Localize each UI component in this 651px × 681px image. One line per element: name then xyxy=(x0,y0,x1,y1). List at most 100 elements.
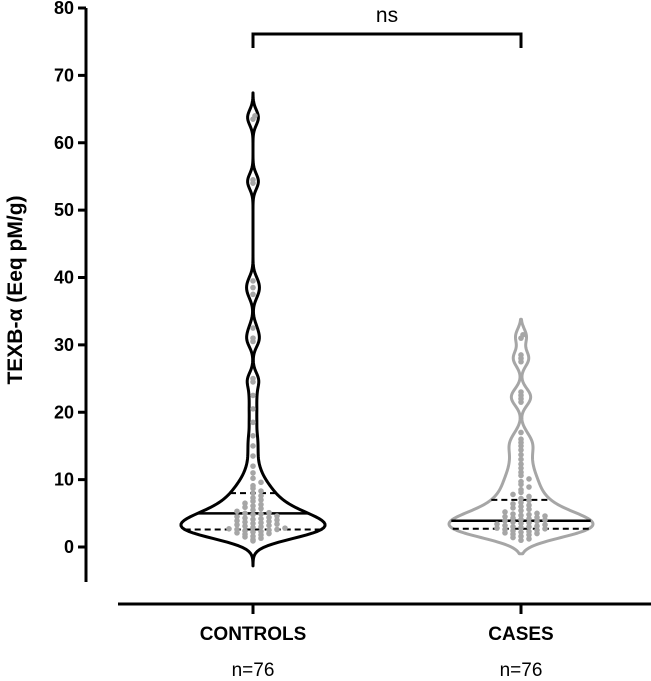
y-tick-label: 80 xyxy=(54,0,74,18)
data-point xyxy=(542,513,548,519)
data-point xyxy=(518,451,524,458)
data-point xyxy=(250,392,256,399)
data-point xyxy=(250,284,256,291)
data-point xyxy=(234,517,240,524)
data-point xyxy=(250,529,256,535)
data-point xyxy=(526,536,532,542)
data-point xyxy=(242,519,248,525)
data-point xyxy=(518,533,524,540)
data-point xyxy=(274,521,280,527)
data-point xyxy=(518,499,524,506)
data-point xyxy=(526,515,532,522)
data-point xyxy=(510,515,516,521)
data-point xyxy=(518,512,524,519)
data-point xyxy=(250,475,256,482)
data-point xyxy=(526,528,532,535)
data-point xyxy=(250,453,256,459)
data-point xyxy=(502,509,508,515)
data-point xyxy=(242,515,248,521)
data-point xyxy=(518,516,524,523)
y-tick-label: 30 xyxy=(54,335,74,355)
data-point xyxy=(234,521,240,528)
data-point xyxy=(526,506,532,513)
y-tick-label: 10 xyxy=(54,470,74,490)
data-point xyxy=(502,513,508,520)
data-point xyxy=(258,501,264,508)
data-point xyxy=(258,519,264,526)
y-tick-label: 20 xyxy=(54,402,74,422)
data-point xyxy=(518,507,524,514)
data-point xyxy=(510,519,516,525)
data-point xyxy=(518,524,524,531)
data-point xyxy=(526,519,532,526)
data-point xyxy=(510,523,516,530)
data-point xyxy=(534,523,540,529)
data-point xyxy=(258,511,264,517)
data-point xyxy=(534,514,540,521)
data-point xyxy=(518,537,524,544)
data-point xyxy=(518,469,524,476)
violin-outline xyxy=(179,91,327,568)
y-tick-label: 0 xyxy=(64,537,74,557)
significance-label: ns xyxy=(376,4,398,27)
data-point xyxy=(266,509,272,516)
data-point xyxy=(242,500,248,507)
data-point xyxy=(518,456,524,463)
data-point xyxy=(518,503,524,510)
data-point xyxy=(266,527,272,533)
data-point xyxy=(258,497,264,503)
data-point xyxy=(526,511,532,518)
y-axis: 0 10 20 30 40 50 60 70 80 xyxy=(54,0,88,582)
data-point xyxy=(258,523,264,530)
data-point xyxy=(526,484,532,490)
data-point xyxy=(502,517,508,524)
data-point xyxy=(502,522,508,529)
data-point xyxy=(250,419,256,426)
data-point xyxy=(510,511,516,517)
data-point xyxy=(526,476,532,482)
significance-bracket: ns xyxy=(251,4,523,48)
data-point xyxy=(250,495,256,501)
data-point xyxy=(518,478,524,485)
data-point xyxy=(250,511,256,518)
data-point xyxy=(258,515,264,522)
data-point xyxy=(518,447,524,453)
data-point xyxy=(266,522,272,529)
data-point xyxy=(542,517,548,523)
data-point xyxy=(534,527,540,533)
data-point xyxy=(250,533,256,540)
data-point xyxy=(518,352,524,358)
data-point xyxy=(502,526,508,533)
data-point xyxy=(518,436,524,443)
data-point xyxy=(518,495,524,502)
data-point xyxy=(252,113,258,119)
data-point xyxy=(226,526,232,532)
data-point xyxy=(250,335,256,341)
data-point xyxy=(526,493,532,500)
data-point xyxy=(518,429,524,436)
y-tick-label: 70 xyxy=(54,65,74,85)
data-point xyxy=(250,375,256,382)
data-point xyxy=(250,406,256,412)
data-point xyxy=(266,518,272,525)
data-point xyxy=(266,514,272,521)
data-point xyxy=(526,502,532,509)
data-point xyxy=(518,486,524,493)
data-point xyxy=(518,529,524,535)
data-point xyxy=(510,505,516,511)
data-points xyxy=(226,113,548,544)
data-point xyxy=(542,521,548,528)
data-point xyxy=(250,520,256,527)
data-point xyxy=(250,278,256,284)
data-point xyxy=(258,488,264,494)
data-point xyxy=(534,510,540,517)
category-label: CASES xyxy=(488,624,553,645)
data-point xyxy=(234,513,240,520)
data-point xyxy=(234,526,240,533)
data-point xyxy=(250,524,256,531)
data-point xyxy=(242,510,248,517)
data-point xyxy=(250,470,256,476)
data-point xyxy=(234,508,240,515)
data-point xyxy=(250,516,256,523)
